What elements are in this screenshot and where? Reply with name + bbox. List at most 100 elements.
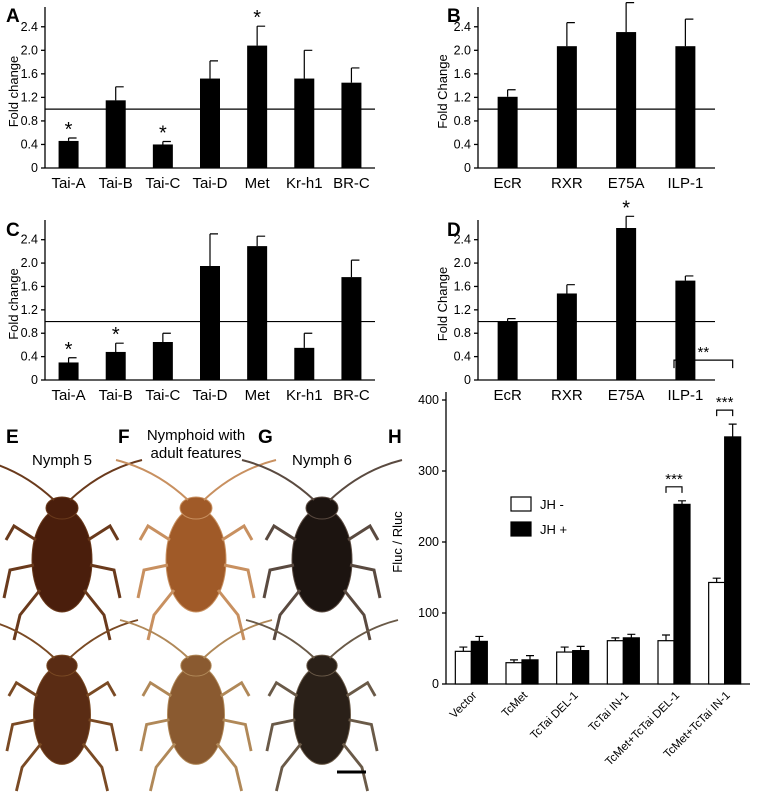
cockroach-nymph6-ventral	[244, 618, 400, 793]
category-label: ILP-1	[667, 387, 703, 404]
category-label: Tai-A	[51, 175, 85, 192]
y-tick-label: 300	[418, 464, 439, 478]
error-bar	[350, 67, 360, 83]
panel-letter-g: G	[258, 427, 273, 448]
panel-letter-e: E	[6, 427, 19, 448]
error-bar	[526, 655, 534, 660]
chart-panel-a: A 0 0.4 0.8 1.2 1.6 2.0 2.4 Fold change * Tai-A Tai…	[6, 6, 375, 192]
y-tick-label: 2.0	[454, 43, 471, 57]
bar-jh-plus	[724, 436, 742, 685]
error-bar	[566, 22, 575, 47]
category-label: EcR	[493, 387, 522, 404]
y-tick-label: 1.6	[454, 67, 471, 81]
bar-jh-plus	[673, 503, 691, 685]
bar-jh-minus	[657, 640, 675, 685]
significance-mark: *	[159, 123, 167, 145]
bar-br-c	[341, 277, 362, 380]
error-bar	[712, 577, 721, 583]
category-label: Met	[245, 387, 271, 404]
bar-tai-d	[200, 78, 220, 168]
significance-mark: *	[112, 324, 120, 346]
bar-tai-d	[200, 266, 220, 380]
significance-mark: *	[65, 339, 73, 361]
category-label: Tai-A	[51, 387, 85, 404]
error-bar	[162, 140, 171, 145]
significance-bracket	[716, 409, 734, 417]
bar-jh-minus	[454, 650, 472, 685]
bar-ilp-1	[675, 46, 696, 168]
error-bar	[566, 284, 575, 294]
bar-met	[247, 246, 268, 380]
y-axis-label: Fold Change	[435, 267, 450, 341]
category-label: Tai-D	[192, 387, 227, 404]
legend-label: JH +	[540, 522, 567, 537]
error-bar	[209, 60, 218, 79]
panel-letter: A	[6, 6, 20, 27]
category-label: Vector	[448, 690, 480, 722]
cockroach-nymph6-dorsal	[240, 458, 404, 642]
bar-tai-b	[105, 351, 126, 380]
y-tick-label: 0.8	[21, 114, 38, 128]
cockroach-nymphoid-dorsal	[114, 458, 278, 642]
bar-jh-plus	[572, 650, 590, 685]
y-tick-label: 0.4	[21, 137, 38, 151]
bar-met	[247, 45, 268, 168]
category-label: E75A	[608, 175, 645, 192]
y-tick-label: 200	[418, 535, 439, 549]
bar-jh-minus	[556, 651, 574, 685]
error-bar	[303, 332, 313, 348]
panel-letter: B	[447, 6, 461, 27]
bar-tai-a	[58, 140, 79, 168]
error-bar	[611, 637, 620, 641]
photo-title-f-line2: adult features	[151, 445, 242, 462]
bar-kr-h1	[294, 78, 315, 168]
y-tick-label: 0.8	[21, 326, 38, 340]
legend-swatch	[510, 496, 532, 512]
photo-title-e: Nymph 5	[32, 452, 92, 469]
error-bar	[625, 2, 635, 33]
category-label: RXR	[551, 387, 583, 404]
category-label: Kr-h1	[286, 387, 323, 404]
cockroach-nymph5-dorsal	[0, 458, 144, 642]
error-bar	[510, 659, 518, 663]
y-tick-label: 1.2	[21, 303, 38, 317]
y-tick-label: 1.2	[21, 90, 38, 104]
significance-label: ***	[716, 394, 734, 411]
y-tick-label: 0	[31, 373, 38, 387]
bar-ecr	[497, 321, 518, 380]
y-tick-label: 0.8	[454, 326, 471, 340]
y-tick-label: 2.0	[21, 43, 38, 57]
photo-panel-e: E Nymph 5	[6, 427, 92, 469]
y-tick-label: 0.4	[21, 350, 38, 364]
y-tick-label: 400	[418, 393, 439, 407]
error-bar	[576, 645, 585, 651]
error-bar	[684, 18, 694, 47]
error-bar	[728, 423, 737, 437]
y-tick-label: 0.4	[454, 137, 471, 151]
y-axis-label: Fold change	[6, 268, 21, 340]
category-label: Tai-C	[145, 387, 180, 404]
error-bar	[350, 259, 360, 278]
bar-br-c	[341, 82, 362, 168]
panel-letter: D	[447, 220, 461, 241]
bar-tai-b	[105, 100, 126, 168]
category-label: Kr-h1	[286, 175, 323, 192]
category-label: ILP-1	[667, 175, 703, 192]
y-tick-label: 0	[31, 161, 38, 175]
cockroach-nymphoid-ventral	[118, 618, 274, 793]
category-label: BR-C	[333, 175, 370, 192]
bar-rxr	[556, 46, 577, 168]
cockroach-nymph5-ventral	[0, 618, 140, 793]
bar-ecr	[497, 96, 518, 168]
error-bar	[115, 86, 124, 101]
error-bar	[678, 500, 686, 505]
category-label: Tai-B	[99, 175, 133, 192]
chart-panel-b: B 0 0.4 0.8 1.2 1.6 2.0 2.4 Fold Change EcR RXR E75…	[435, 2, 715, 192]
significance-bracket	[673, 359, 734, 369]
bar-jh-minus	[505, 662, 523, 685]
y-axis-label: Fold change	[6, 56, 21, 128]
category-label: TcTai DEL-1	[528, 690, 580, 742]
y-tick-label: 2.4	[454, 20, 471, 34]
category-label: Tai-C	[145, 175, 180, 192]
